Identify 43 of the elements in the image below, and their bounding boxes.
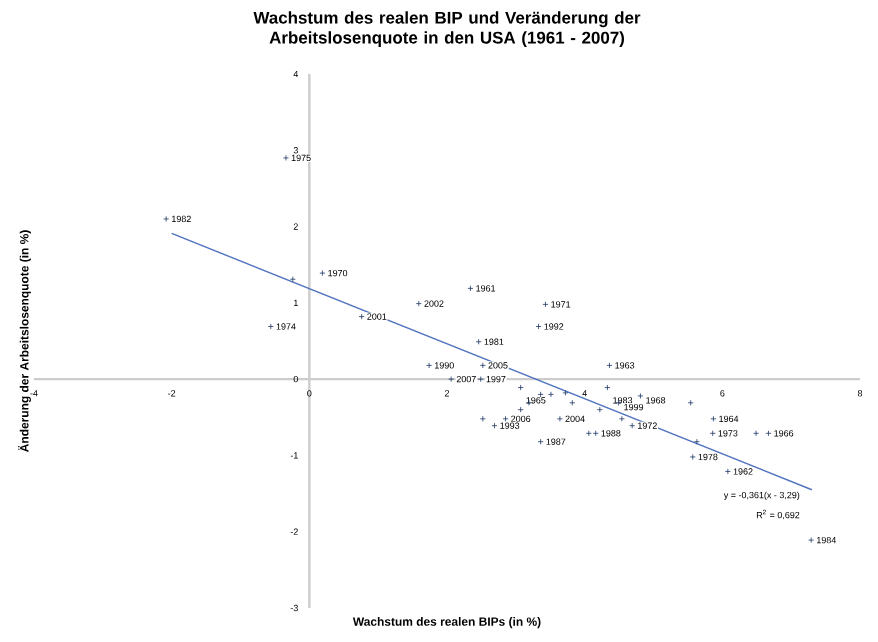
- point: [585, 430, 592, 437]
- point: [475, 338, 482, 345]
- point: [467, 285, 474, 292]
- point: [163, 215, 170, 222]
- point: [687, 399, 694, 406]
- point: [709, 430, 716, 437]
- point: [517, 384, 524, 391]
- point: [358, 313, 365, 320]
- point: [319, 270, 326, 277]
- point: [517, 406, 524, 413]
- point: [562, 389, 569, 396]
- point: [596, 406, 603, 413]
- point: [629, 422, 636, 429]
- point: [753, 430, 760, 437]
- point: [267, 323, 274, 330]
- point: [479, 362, 486, 369]
- point: [448, 376, 455, 383]
- point: [426, 362, 433, 369]
- point: [542, 301, 549, 308]
- point: [808, 537, 815, 544]
- point: [689, 453, 696, 460]
- point: [604, 384, 611, 391]
- point: [637, 392, 644, 399]
- point: [547, 391, 554, 398]
- chart-title: Wachstum des realen BIP und Veränderung der Arbeitslosenquote in den USA (1961 - 2007): [253, 11, 641, 47]
- point: [502, 415, 509, 422]
- point: [415, 300, 422, 307]
- point: [724, 468, 731, 475]
- point: [765, 430, 772, 437]
- point: [535, 323, 542, 330]
- point: [693, 438, 700, 445]
- point: [282, 154, 289, 161]
- point: [569, 399, 576, 406]
- point: [491, 422, 498, 429]
- point: [289, 276, 296, 283]
- point: [537, 438, 544, 445]
- point: [592, 430, 599, 437]
- point: [556, 415, 563, 422]
- point: [479, 415, 486, 422]
- point: [477, 376, 484, 383]
- point: [618, 415, 625, 422]
- point: [606, 362, 613, 369]
- point: [710, 415, 717, 422]
